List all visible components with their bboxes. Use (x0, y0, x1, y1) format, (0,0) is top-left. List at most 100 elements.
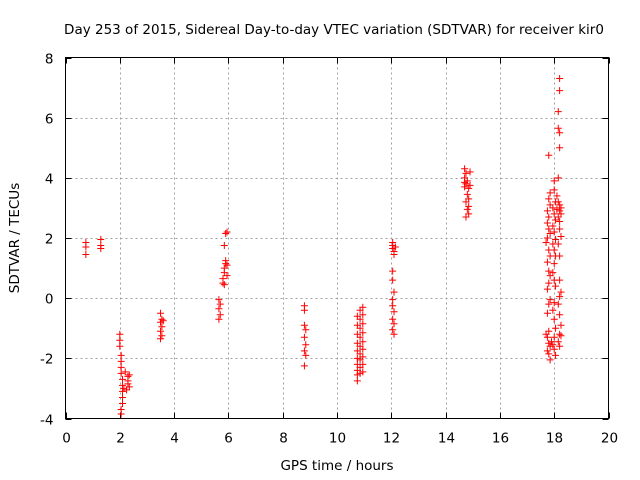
data-point (300, 321, 308, 329)
data-point (359, 338, 367, 346)
data-point (556, 87, 564, 95)
y-tick-label: 8 (45, 52, 54, 68)
y-tick-label: 0 (45, 292, 54, 308)
data-point (545, 267, 553, 275)
data-point (222, 257, 230, 265)
data-point (465, 184, 473, 192)
data-point (359, 353, 367, 361)
data-point (356, 315, 364, 323)
data-point (359, 360, 367, 368)
data-point (119, 393, 127, 401)
data-point (119, 375, 127, 383)
data-point (552, 282, 560, 290)
data-point (545, 195, 553, 203)
data-point (550, 186, 558, 194)
data-point (390, 288, 398, 296)
data-point (556, 276, 564, 284)
x-tick-labels: 0 2 4 6 8 10 12 14 16 18 20 (62, 431, 618, 447)
data-point (552, 324, 560, 332)
data-point (554, 338, 562, 346)
data-point (549, 222, 557, 230)
data-point (159, 317, 167, 325)
data-point (389, 326, 397, 334)
data-point (390, 330, 398, 338)
data-point (157, 335, 165, 343)
data-point (546, 356, 554, 364)
data-point (356, 324, 364, 332)
data-point (545, 225, 553, 233)
data-point (465, 202, 473, 210)
data-point (466, 181, 474, 189)
data-point (82, 251, 90, 259)
data-point (461, 178, 469, 186)
y-tick-label: 6 (45, 112, 54, 128)
data-point (557, 204, 565, 212)
data-point (556, 225, 564, 233)
data-point (547, 338, 555, 346)
grid (65, 57, 609, 419)
data-point (553, 205, 561, 213)
data-point (543, 347, 551, 355)
data-point (545, 213, 553, 221)
data-point (116, 336, 124, 344)
data-point (353, 377, 361, 385)
data-point (120, 384, 128, 392)
data-point (302, 341, 310, 349)
data-point (119, 399, 127, 407)
x-tick-label: 10 (329, 431, 346, 447)
data-point (554, 174, 562, 182)
data-point (543, 234, 551, 242)
data-point (390, 251, 398, 259)
data-point (117, 357, 125, 365)
data-point (389, 315, 397, 323)
plot-frame (65, 57, 609, 419)
data-point (300, 333, 308, 341)
y-tick-labels: -4 -2 0 2 4 6 8 (40, 52, 53, 429)
data-point (124, 380, 132, 388)
data-point (557, 321, 565, 329)
data-point (302, 326, 310, 334)
data-point (550, 228, 558, 236)
data-point (300, 347, 308, 355)
data-point (550, 333, 558, 341)
data-point (359, 311, 367, 319)
data-point (550, 246, 558, 254)
y-tick-label: 4 (45, 172, 54, 188)
x-tick-label: 2 (116, 431, 125, 447)
data-point (119, 381, 127, 389)
data-point (117, 369, 125, 377)
data-point (157, 309, 165, 317)
data-point (389, 296, 397, 304)
data-point (543, 219, 551, 227)
data-point (556, 201, 564, 209)
data-point (302, 351, 310, 359)
data-point (462, 213, 470, 221)
data-point (543, 309, 551, 317)
data-point (550, 299, 558, 307)
data-point (554, 124, 562, 132)
data-point (549, 269, 557, 277)
data-point (545, 279, 553, 287)
data-point (215, 315, 223, 323)
data-point (554, 198, 562, 206)
data-point (463, 205, 471, 213)
data-point (549, 306, 557, 314)
data-point (546, 189, 554, 197)
data-point (389, 276, 397, 284)
data-point (216, 300, 224, 308)
data-point (356, 333, 364, 341)
data-point (300, 306, 308, 314)
data-point (554, 300, 562, 308)
data-point (116, 342, 124, 350)
x-tick-label: 12 (383, 431, 400, 447)
data-point (549, 204, 557, 212)
data-point (543, 285, 551, 293)
data-point (359, 329, 367, 337)
data-point (158, 323, 166, 331)
data-point (545, 350, 553, 358)
y-axis-label: SDTVAR / TECUs (7, 183, 23, 293)
data-point (542, 239, 550, 247)
data-point (546, 296, 554, 304)
data-point (97, 236, 105, 244)
